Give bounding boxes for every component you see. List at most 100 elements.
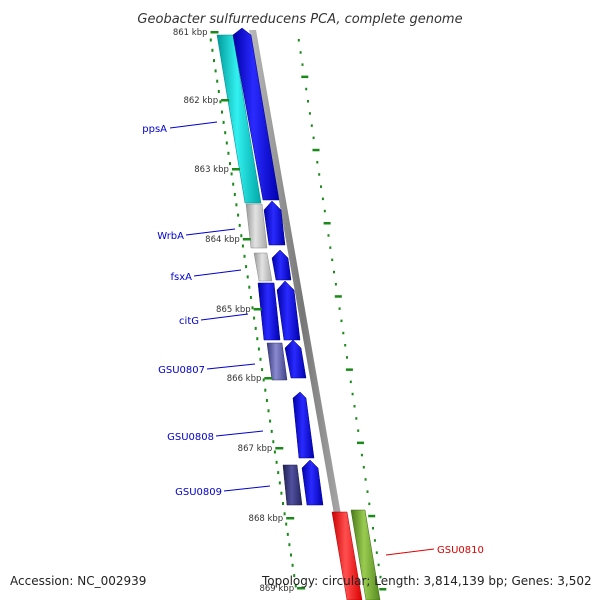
genome-backbone [249, 30, 356, 600]
leader-gsu0810 [385, 548, 435, 556]
ruler-dot [256, 337, 259, 341]
leader-gsu0808 [215, 430, 264, 437]
ruler-dot [262, 378, 265, 382]
outer-dot [338, 307, 341, 310]
outer-dot [334, 283, 337, 286]
outer-dot [318, 173, 321, 176]
ruler-dot [286, 532, 289, 536]
outer-dot [310, 124, 313, 127]
outer-dotted-line [297, 39, 387, 591]
outer-dot [368, 502, 371, 506]
outer-dot [342, 331, 345, 335]
outer-dot [340, 319, 343, 323]
gene-label-gsu0810[interactable]: GSU0810 [437, 545, 484, 556]
gene-label-wrba[interactable]: WrbA [157, 231, 184, 242]
outer-dot [312, 148, 320, 152]
gene-label-ppsA[interactable]: ppsA [142, 124, 167, 135]
feature-gsu0810-olive [350, 509, 381, 600]
ruler-dot [225, 141, 228, 145]
ruler-dot [217, 90, 220, 93]
cds-citg-arrow [276, 280, 301, 341]
outer-dot [349, 380, 352, 384]
topology-text: Topology: circular; Length: 3,814,139 bp… [262, 574, 592, 588]
tick-mark [275, 447, 284, 450]
gene-label-gsu0807[interactable]: GSU0807 [158, 365, 205, 376]
leader-gsu0809 [223, 485, 271, 492]
outer-dot [353, 405, 356, 408]
tick-label: 867 kbp [238, 444, 273, 454]
outer-dot [329, 246, 332, 249]
ruler-dot [232, 182, 235, 186]
ruler-dot [221, 110, 223, 114]
ruler-dot [233, 193, 236, 196]
outer-dot [375, 551, 378, 554]
outer-dot [299, 51, 302, 54]
ruler-dot [269, 419, 272, 423]
ruler-dot [245, 265, 248, 269]
outer-dot [344, 344, 347, 347]
tick-mark [231, 168, 240, 171]
outer-dot [323, 209, 326, 213]
feature-citg-blue [257, 282, 281, 341]
ruler-dot [238, 223, 241, 227]
feature-fsxa-gray [253, 252, 273, 282]
feature-wrba-gray [245, 203, 268, 249]
outer-dot [305, 87, 308, 91]
outer-dot [297, 39, 300, 42]
outer-dot [377, 563, 380, 567]
ruler-dot [273, 450, 276, 454]
gene-label-gsu0808[interactable]: GSU0808 [167, 432, 214, 443]
ruler-dot [229, 162, 231, 166]
gene-label-gsu0809[interactable]: GSU0809 [175, 487, 222, 498]
ruler-dot [219, 100, 222, 104]
outer-dot [345, 368, 353, 371]
ruler-dot [285, 522, 288, 526]
ruler-dot [278, 481, 281, 485]
ruler-dot [227, 151, 230, 155]
feature-gsu0810-red [331, 511, 363, 600]
outer-dot [308, 112, 311, 115]
outer-dot [312, 136, 315, 140]
outer-dot [316, 161, 319, 164]
tick-label: 866 kbp [227, 374, 262, 384]
outer-dot [346, 356, 348, 359]
ruler-dot [293, 574, 296, 578]
ruler-dot [230, 172, 233, 176]
outer-dot [357, 429, 360, 432]
outer-dot [321, 197, 324, 201]
ruler-dot [241, 244, 244, 248]
feature-gsu0809-dark [282, 464, 303, 506]
tick-mark [253, 308, 262, 311]
outer-dot [362, 466, 365, 469]
ruler-dot [259, 357, 262, 361]
ruler-dot [261, 368, 264, 372]
outer-dot [379, 575, 382, 579]
ruler-dot [216, 79, 219, 83]
outer-dot [355, 417, 358, 420]
ruler-dot [243, 254, 246, 258]
tick-mark [264, 377, 273, 380]
ruler-dot [290, 553, 292, 557]
cds-wrba-arrow [263, 200, 286, 246]
ruler-ticks: 861 kbp 862 kbp 863 kbp 864 kbp 865 kbp 866 k… [173, 28, 306, 594]
feature-track-right [232, 27, 381, 600]
tick-mark [210, 31, 219, 34]
tick-label: 863 kbp [194, 165, 229, 175]
ruler-dot [254, 326, 257, 330]
gene-label-citg[interactable]: citG [179, 316, 199, 327]
cds-ppsA-arrow [232, 27, 280, 201]
ruler-dot [235, 203, 238, 207]
ruler-dot [209, 38, 212, 42]
feature-ppsA-cyan [216, 34, 262, 204]
gene-label-fsxa[interactable]: fsxA [171, 272, 193, 283]
outer-dot [323, 222, 331, 225]
tick-label: 869 kbp [259, 584, 294, 594]
ruler-dot [211, 48, 214, 52]
tick-label: 862 kbp [183, 96, 218, 106]
outer-dot [331, 258, 334, 262]
outer-dot [301, 75, 309, 79]
outer-dot [373, 539, 376, 542]
tick-mark [242, 238, 251, 241]
ruler-dot [224, 131, 227, 135]
outer-dot [334, 295, 342, 298]
